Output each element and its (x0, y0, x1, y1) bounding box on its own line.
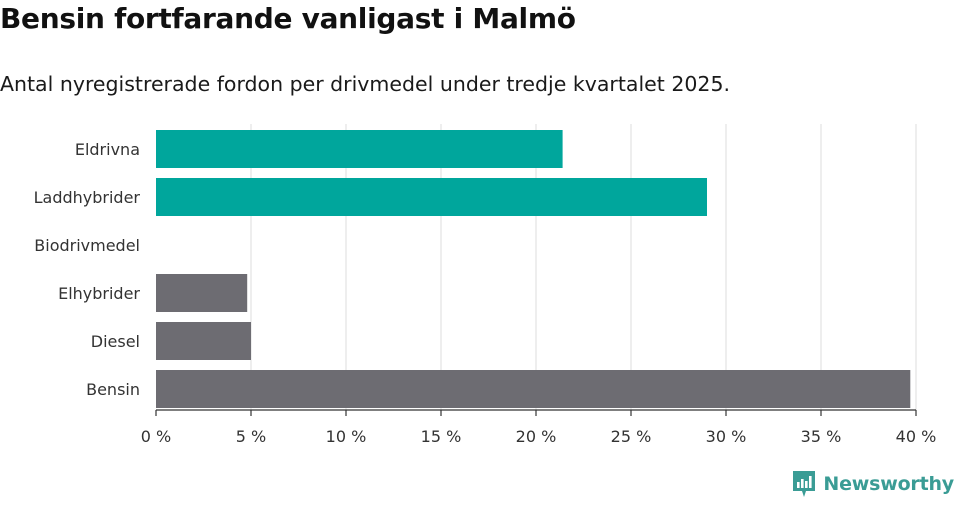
bar-laddhybrider (156, 178, 707, 216)
x-tick-label-1: 5 % (236, 427, 266, 446)
bar-diesel (156, 322, 251, 360)
category-labels: Eldrivna Laddhybrider Biodrivmedel Elhybrid… (34, 140, 141, 399)
brand-logo: Newsworthy (791, 469, 954, 499)
category-label-bensin: Bensin (86, 380, 140, 399)
x-tick-label-3: 15 % (421, 427, 462, 446)
category-label-elhybrider: Elhybrider (58, 284, 140, 303)
category-label-eldrivna: Eldrivna (75, 140, 140, 159)
x-tick-label-6: 30 % (706, 427, 747, 446)
x-tick-label-4: 20 % (516, 427, 557, 446)
chart-subtitle: Antal nyregistrerade fordon per drivmede… (0, 72, 731, 96)
brand-name: Newsworthy (823, 473, 954, 495)
gridlines (250, 124, 917, 410)
x-tick-label-2: 10 % (326, 427, 367, 446)
bars (156, 130, 911, 408)
category-label-biodrivmedel: Biodrivmedel (34, 236, 140, 255)
bar-eldrivna (156, 130, 563, 168)
x-tick-label-8: 40 % (896, 427, 937, 446)
x-tick-label-7: 35 % (801, 427, 842, 446)
category-label-laddhybrider: Laddhybrider (34, 188, 141, 207)
x-tick-label-5: 25 % (611, 427, 652, 446)
bar-elhybrider (156, 274, 248, 312)
category-label-diesel: Diesel (91, 332, 140, 351)
x-axis: 0 % 5 % 10 % 15 % 20 % 25 % 30 % 35 % 40 % (141, 409, 937, 446)
bar-bensin (156, 370, 911, 408)
chart-title: Bensin fortfarande vanligast i Malmö (0, 2, 576, 35)
newsworthy-logo-icon (793, 471, 816, 497)
x-tick-label-0: 0 % (141, 427, 171, 446)
